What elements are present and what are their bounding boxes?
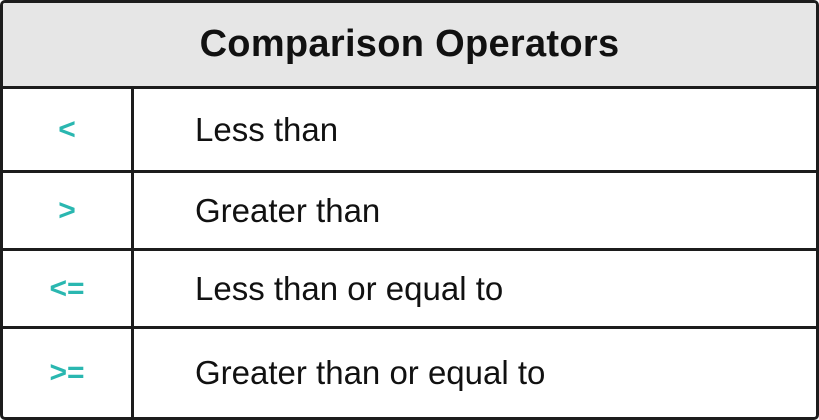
description-greater-than: Greater than bbox=[195, 191, 381, 229]
operator-greater-than-or-equal: >= bbox=[3, 329, 134, 417]
operator-less-than-or-equal: <= bbox=[3, 251, 134, 326]
table-row: <= Less than or equal to bbox=[3, 251, 816, 329]
description-less-than: Less than bbox=[195, 110, 339, 148]
description-greater-than-or-equal: Greater than or equal to bbox=[195, 354, 546, 391]
description-less-than-or-equal: Less than or equal to bbox=[195, 269, 504, 307]
table-row: < Less than bbox=[3, 89, 816, 173]
table-row: >= Greater than or equal to bbox=[3, 329, 816, 417]
operator-greater-than: > bbox=[3, 173, 134, 248]
table-title: Comparison Operators bbox=[3, 3, 816, 89]
operator-less-than: < bbox=[3, 89, 134, 170]
table-body: < Less than > Greater than <= Less than … bbox=[3, 89, 816, 417]
table-row: > Greater than bbox=[3, 173, 816, 251]
